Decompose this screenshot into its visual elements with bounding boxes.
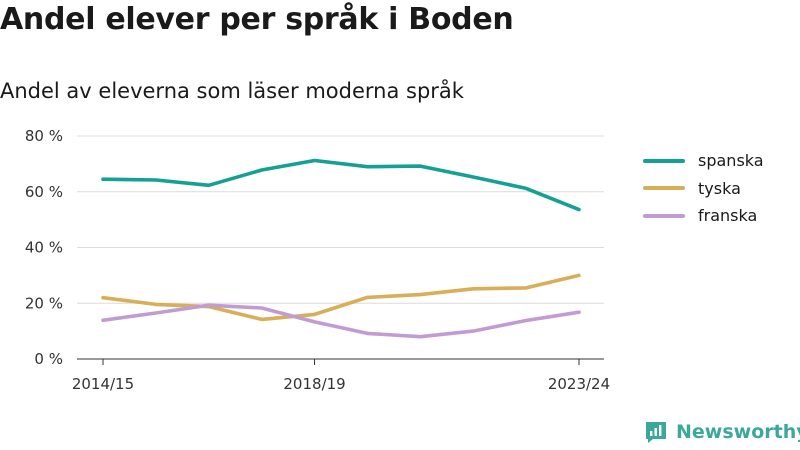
y-tick-label: 80 % [25, 127, 63, 145]
y-axis-tick-labels: 0 % 20 % 40 % 60 % 80 % [25, 127, 63, 368]
chart-title: Andel elever per språk i Boden [0, 2, 514, 37]
legend-item-tyska: tyska [643, 175, 764, 203]
legend-swatch [643, 186, 685, 191]
y-tick-label: 20 % [25, 294, 63, 312]
x-axis [77, 358, 604, 365]
brand-name: Newsworthy [676, 421, 800, 443]
legend: spanska tyska franska [643, 147, 764, 230]
series-line-tyska [101, 273, 581, 322]
gridlines [77, 135, 604, 304]
x-axis-tick-labels: 2014/15 2018/19 2023/24 [72, 375, 610, 393]
series-line-spanska [101, 158, 581, 212]
y-tick-label: 0 % [34, 350, 63, 368]
legend-item-spanska: spanska [643, 147, 764, 175]
legend-item-franska: franska [643, 202, 764, 230]
legend-label: spanska [698, 151, 764, 171]
series-line-franska [101, 303, 581, 339]
bar-chart-logo-icon [646, 422, 666, 443]
y-tick-label: 40 % [25, 239, 63, 257]
legend-swatch [643, 213, 685, 218]
legend-label: franska [698, 206, 758, 226]
series-lines [101, 158, 581, 339]
chart-subtitle: Andel av eleverna som läser moderna språ… [0, 79, 464, 103]
legend-swatch [643, 158, 685, 163]
newsworthy-logo: Newsworthy [644, 420, 800, 444]
y-tick-label: 60 % [25, 183, 63, 201]
x-tick-label: 2018/19 [283, 375, 345, 393]
x-tick-label: 2023/24 [548, 375, 610, 393]
legend-label: tyska [698, 178, 741, 198]
x-tick-label: 2014/15 [72, 375, 134, 393]
